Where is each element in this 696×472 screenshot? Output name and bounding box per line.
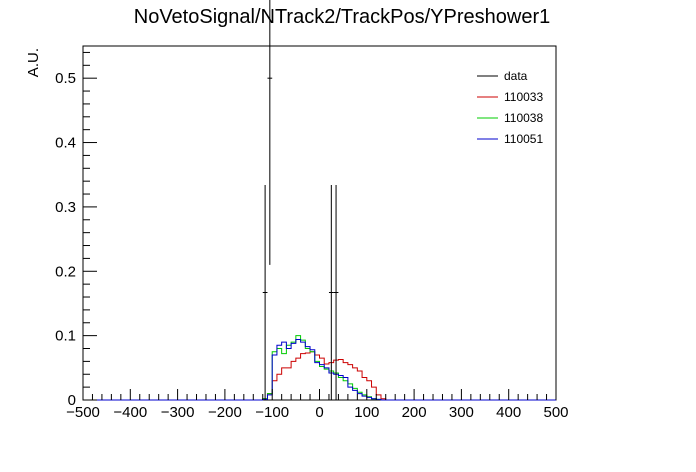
legend-label-data: data xyxy=(504,69,528,83)
x-tick-label: 0 xyxy=(315,404,323,421)
data-points xyxy=(262,0,339,400)
axes: −500 −400 −300 −200 −100 0 100 200 300 400 500 0 0.1… xyxy=(55,51,569,421)
x-tick-label: −200 xyxy=(208,404,242,421)
y-tick-label: 0.2 xyxy=(55,263,76,280)
x-tick-label: 300 xyxy=(449,404,474,421)
x-tick-label: −500 xyxy=(66,404,100,421)
plot-frame xyxy=(82,45,557,401)
y-tick-label: 0.5 xyxy=(55,70,76,87)
x-tick-label: 100 xyxy=(354,404,379,421)
x-tick-label: −300 xyxy=(161,404,195,421)
chart-title: NoVetoSignal/NTrack2/TrackPos/YPreshower… xyxy=(134,6,550,28)
hist-110033 xyxy=(83,351,556,401)
y-tick-label: 0 xyxy=(68,392,76,409)
x-tick-label: 400 xyxy=(496,404,521,421)
x-tick-label: 500 xyxy=(543,404,568,421)
y-axis-label: A.U. xyxy=(25,48,42,77)
legend-label-110051: 110051 xyxy=(504,132,543,146)
y-tick-label: 0.1 xyxy=(55,328,76,345)
x-tick-label: −400 xyxy=(113,404,147,421)
legend: data 110033 110038 110051 xyxy=(477,69,543,146)
legend-label-110038: 110038 xyxy=(504,111,543,125)
legend-label-110033: 110033 xyxy=(504,90,543,104)
y-tick-label: 0.4 xyxy=(55,135,76,152)
x-tick-label: −100 xyxy=(255,404,289,421)
x-tick-label: 200 xyxy=(402,404,427,421)
y-tick-label: 0.3 xyxy=(55,199,76,216)
